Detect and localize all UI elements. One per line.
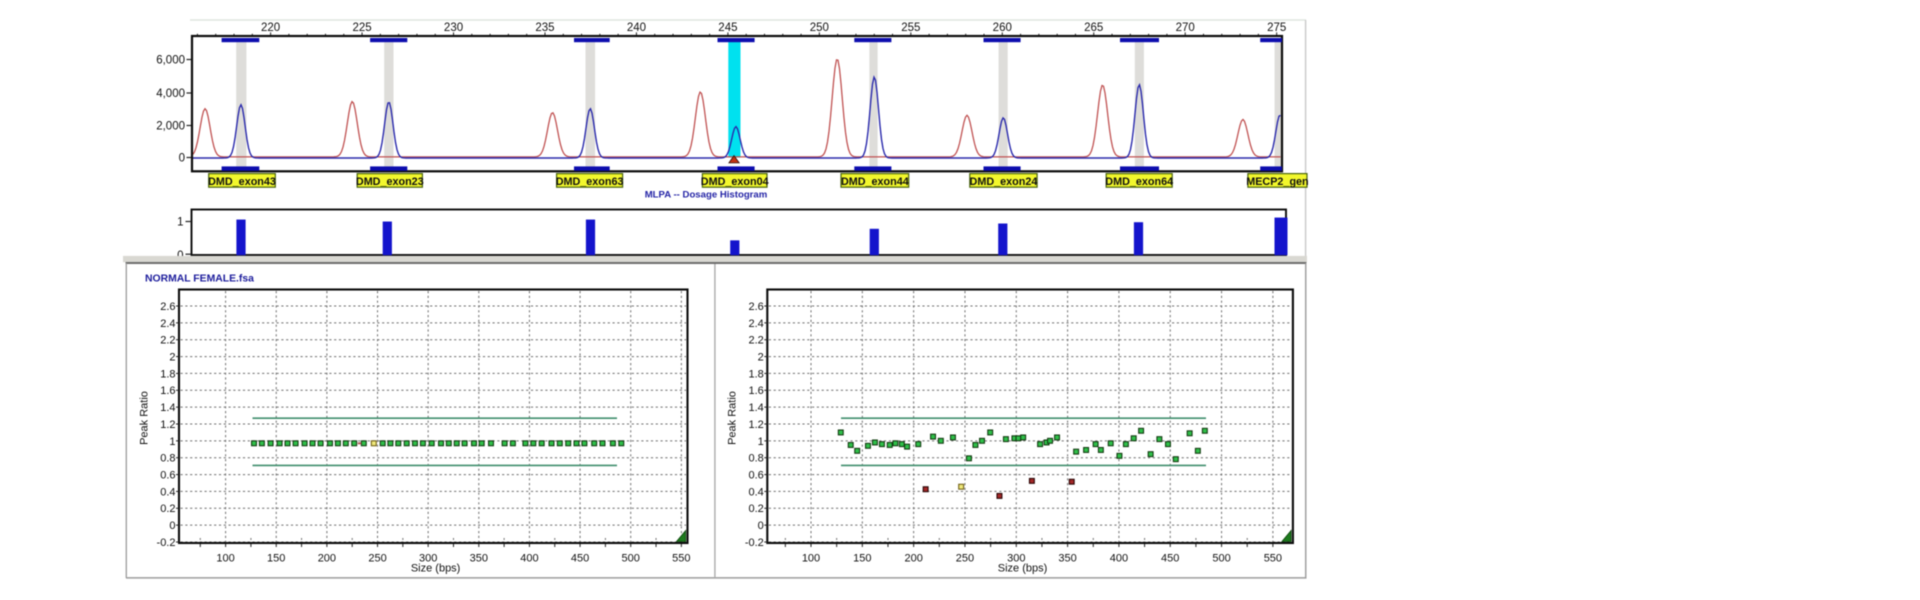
svg-text:250: 250 — [956, 553, 974, 565]
svg-text:150: 150 — [853, 553, 871, 565]
svg-text:235: 235 — [535, 22, 554, 34]
svg-text:500: 500 — [1212, 553, 1230, 565]
svg-text:-0.2: -0.2 — [745, 537, 764, 549]
svg-text:300: 300 — [1007, 553, 1025, 565]
svg-text:NORMAL FEMALE.fsa: NORMAL FEMALE.fsa — [145, 274, 254, 285]
svg-text:100: 100 — [802, 553, 820, 565]
svg-text:350: 350 — [470, 553, 488, 565]
svg-text:DMD_exon23: DMD_exon23 — [356, 176, 424, 188]
svg-text:MECP2_gen: MECP2_gen — [1246, 176, 1308, 188]
svg-text:300: 300 — [419, 553, 437, 565]
svg-text:250: 250 — [810, 22, 829, 34]
svg-text:275: 275 — [1267, 22, 1286, 34]
svg-text:550: 550 — [672, 553, 690, 565]
svg-text:1.8: 1.8 — [749, 368, 764, 380]
svg-text:245: 245 — [718, 22, 737, 34]
svg-text:0: 0 — [179, 153, 185, 165]
svg-text:0: 0 — [758, 520, 764, 532]
svg-text:0: 0 — [169, 520, 175, 532]
svg-text:200: 200 — [318, 553, 336, 565]
svg-text:1: 1 — [169, 436, 175, 448]
svg-text:0.6: 0.6 — [160, 469, 175, 481]
svg-text:270: 270 — [1176, 22, 1195, 34]
svg-text:-0.2: -0.2 — [157, 537, 176, 549]
svg-text:2.6: 2.6 — [749, 301, 764, 313]
svg-text:100: 100 — [216, 553, 234, 565]
svg-text:0.8: 0.8 — [160, 453, 175, 465]
svg-text:2.4: 2.4 — [749, 318, 764, 330]
svg-text:225: 225 — [352, 22, 371, 34]
svg-text:350: 350 — [1058, 553, 1076, 565]
svg-text:6,000: 6,000 — [156, 55, 185, 67]
svg-text:150: 150 — [267, 553, 285, 565]
svg-text:Size (bps): Size (bps) — [411, 563, 461, 575]
svg-text:240: 240 — [627, 22, 646, 34]
svg-text:2.2: 2.2 — [160, 335, 175, 347]
svg-text:500: 500 — [622, 553, 640, 565]
svg-text:1.4: 1.4 — [749, 402, 764, 414]
svg-text:DMD_exon43: DMD_exon43 — [208, 176, 276, 188]
svg-text:0.4: 0.4 — [749, 486, 764, 498]
svg-text:MLPA -- Dosage Histogram: MLPA -- Dosage Histogram — [645, 190, 768, 201]
svg-text:450: 450 — [571, 553, 589, 565]
svg-text:450: 450 — [1161, 553, 1179, 565]
svg-text:220: 220 — [261, 22, 280, 34]
svg-text:0.8: 0.8 — [749, 453, 764, 465]
svg-text:DMD_exon64: DMD_exon64 — [1105, 176, 1173, 188]
svg-text:2.4: 2.4 — [160, 318, 175, 330]
svg-text:265: 265 — [1084, 22, 1103, 34]
svg-text:0.2: 0.2 — [160, 503, 175, 515]
svg-text:0.4: 0.4 — [160, 486, 175, 498]
svg-text:1.6: 1.6 — [749, 385, 764, 397]
svg-text:2: 2 — [758, 351, 764, 363]
svg-text:2: 2 — [169, 351, 175, 363]
svg-text:400: 400 — [1110, 553, 1128, 565]
svg-text:1.6: 1.6 — [160, 385, 175, 397]
svg-text:DMD_exon24: DMD_exon24 — [970, 176, 1038, 188]
svg-text:260: 260 — [993, 22, 1012, 34]
svg-text:Peak Ratio: Peak Ratio — [727, 391, 739, 445]
svg-text:2.2: 2.2 — [749, 335, 764, 347]
svg-text:4,000: 4,000 — [156, 88, 185, 100]
svg-text:550: 550 — [1264, 553, 1282, 565]
svg-text:0.2: 0.2 — [749, 503, 764, 515]
svg-text:255: 255 — [901, 22, 920, 34]
svg-text:2.6: 2.6 — [160, 301, 175, 313]
svg-text:400: 400 — [520, 553, 538, 565]
svg-text:DMD_exon44: DMD_exon44 — [841, 176, 909, 188]
svg-text:1.8: 1.8 — [160, 368, 175, 380]
svg-text:DMD_exon63: DMD_exon63 — [556, 176, 624, 188]
svg-text:DMD_exon04: DMD_exon04 — [701, 176, 769, 188]
svg-text:Size (bps): Size (bps) — [998, 563, 1048, 575]
svg-text:0: 0 — [177, 250, 183, 262]
svg-text:200: 200 — [904, 553, 922, 565]
svg-text:1.2: 1.2 — [160, 419, 175, 431]
svg-text:250: 250 — [368, 553, 386, 565]
svg-text:1: 1 — [177, 217, 183, 229]
svg-text:0.6: 0.6 — [749, 469, 764, 481]
svg-text:1: 1 — [758, 436, 764, 448]
svg-text:1.2: 1.2 — [749, 419, 764, 431]
svg-text:1.4: 1.4 — [160, 402, 175, 414]
svg-text:Peak Ratio: Peak Ratio — [139, 391, 151, 445]
svg-text:2,000: 2,000 — [156, 121, 185, 133]
svg-text:230: 230 — [444, 22, 463, 34]
